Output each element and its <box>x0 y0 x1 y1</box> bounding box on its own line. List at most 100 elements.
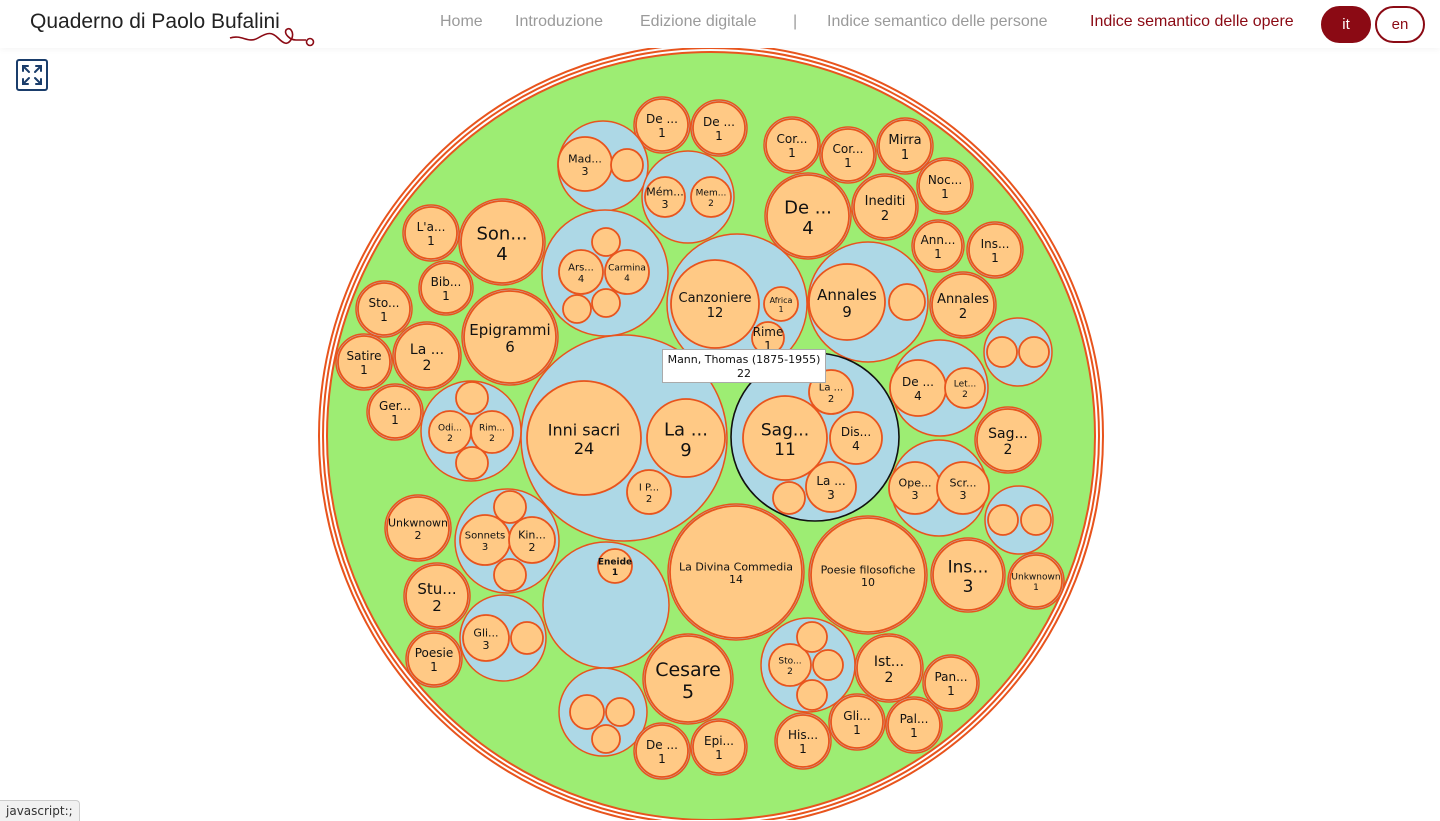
work-circle[interactable] <box>644 176 686 218</box>
author-group[interactable]: Cor...1 <box>763 116 821 174</box>
work-circle[interactable] <box>810 517 926 633</box>
works-bubble-chart[interactable]: De ...1De ...1Mad...3Mém...3Mem...2Cor..… <box>0 48 1440 820</box>
work-circle[interactable] <box>644 635 732 723</box>
work-circle[interactable] <box>812 649 844 681</box>
nav-indice-opere[interactable]: Indice semantico delle opere <box>1090 13 1294 30</box>
nav-indice-persone[interactable]: Indice semantico delle persone <box>827 13 1048 30</box>
work-circle[interactable] <box>558 249 604 295</box>
work-circle[interactable] <box>763 286 799 322</box>
work-circle[interactable] <box>510 621 544 655</box>
work-circle[interactable] <box>932 539 1004 611</box>
work-circle[interactable] <box>776 714 830 768</box>
author-group[interactable]: Pal...1 <box>885 696 943 754</box>
work-circle[interactable] <box>887 698 941 752</box>
author-group[interactable]: De ...4 <box>764 172 852 260</box>
author-group[interactable]: Sto...2 <box>760 617 856 713</box>
author-group[interactable]: Ann...1 <box>911 219 965 273</box>
work-circle[interactable] <box>1018 336 1050 368</box>
work-circle[interactable] <box>470 410 514 454</box>
work-circle[interactable] <box>337 335 391 389</box>
author-group[interactable]: Pan...1 <box>922 654 980 712</box>
work-circle[interactable] <box>690 176 732 218</box>
work-circle[interactable] <box>569 694 605 730</box>
author-group[interactable]: De ...4 Let...2 <box>889 339 989 437</box>
site-title[interactable]: Quaderno di Paolo Bufalini <box>30 10 280 33</box>
work-circle[interactable] <box>936 461 990 515</box>
author-group[interactable]: Ger...1 <box>366 383 424 441</box>
author-group[interactable]: Mad...3 <box>557 120 649 212</box>
author-group[interactable] <box>984 485 1054 555</box>
work-circle[interactable] <box>493 490 527 524</box>
author-group[interactable]: De ...1 <box>633 96 691 154</box>
work-circle[interactable] <box>986 336 1018 368</box>
work-circle[interactable] <box>455 446 489 480</box>
author-group[interactable]: La ...2 <box>392 321 462 391</box>
author-group[interactable]: Ins...3 <box>930 537 1006 613</box>
work-circle[interactable] <box>944 367 986 409</box>
work-circle[interactable] <box>368 385 422 439</box>
author-group[interactable]: His...1 <box>774 712 832 770</box>
work-circle[interactable] <box>635 724 689 778</box>
language-en-button[interactable]: en <box>1375 6 1425 43</box>
work-circle[interactable] <box>888 283 926 321</box>
work-circle[interactable] <box>591 288 621 318</box>
work-circle[interactable] <box>968 223 1022 277</box>
work-circle[interactable] <box>597 548 633 584</box>
work-circle[interactable] <box>591 227 621 257</box>
work-circle[interactable] <box>455 381 489 415</box>
work-circle[interactable] <box>604 249 650 295</box>
work-circle[interactable] <box>493 558 527 592</box>
author-group[interactable]: Mém...3 Mem...2 <box>641 150 735 244</box>
work-circle[interactable] <box>562 294 592 324</box>
author-group[interactable]: Sag...2 <box>974 406 1042 474</box>
work-circle[interactable] <box>357 282 411 336</box>
work-circle[interactable] <box>821 128 875 182</box>
work-circle[interactable] <box>386 496 450 560</box>
work-circle[interactable] <box>987 504 1019 536</box>
author-circle[interactable] <box>641 150 735 244</box>
work-circle[interactable] <box>878 119 932 173</box>
author-group[interactable]: Sto...1 <box>355 280 413 338</box>
work-circle[interactable] <box>626 469 672 515</box>
work-circle[interactable] <box>462 614 510 662</box>
work-circle[interactable] <box>404 206 458 260</box>
author-group[interactable]: Stu...2 <box>403 562 471 630</box>
language-it-button[interactable]: it <box>1321 6 1371 43</box>
work-circle[interactable] <box>420 262 472 314</box>
work-circle[interactable] <box>829 411 883 465</box>
author-group[interactable]: L'a...1 <box>402 204 460 262</box>
author-group[interactable] <box>983 317 1053 387</box>
author-group[interactable]: Bib...1 <box>418 260 474 316</box>
work-circle[interactable] <box>768 643 812 687</box>
nav-edizione-digitale[interactable]: Edizione digitale <box>640 13 757 30</box>
work-circle[interactable] <box>1020 504 1052 536</box>
work-circle[interactable] <box>610 148 644 182</box>
work-circle[interactable] <box>796 621 828 653</box>
work-circle[interactable] <box>463 290 557 384</box>
work-circle[interactable] <box>508 516 556 564</box>
work-circle[interactable] <box>526 380 642 496</box>
work-circle[interactable] <box>976 408 1040 472</box>
nav-introduzione[interactable]: Introduzione <box>515 13 604 30</box>
work-circle[interactable] <box>742 395 828 481</box>
work-circle[interactable] <box>460 200 544 284</box>
work-circle[interactable] <box>830 695 884 749</box>
work-circle[interactable] <box>670 259 760 349</box>
work-circle[interactable] <box>856 635 922 701</box>
work-circle[interactable] <box>591 724 621 754</box>
author-group[interactable]: De ...1 <box>633 722 691 780</box>
work-circle[interactable] <box>918 159 972 213</box>
